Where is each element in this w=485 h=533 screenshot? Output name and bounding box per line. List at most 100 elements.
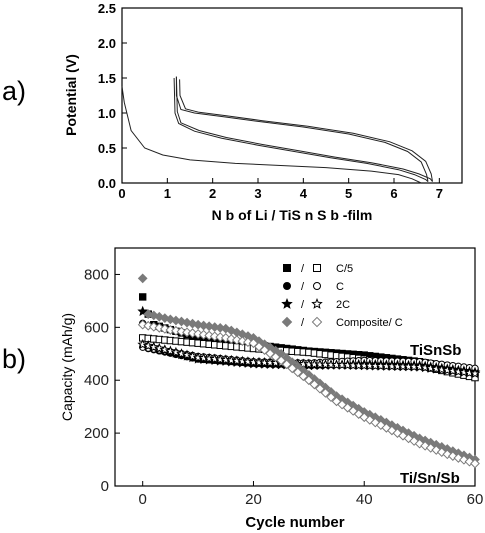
- data-point-star: [436, 363, 448, 375]
- y-tick-label-b: 400: [84, 372, 109, 389]
- x-tick-label-a: 2: [209, 186, 216, 201]
- legend-label: C/5: [336, 263, 353, 275]
- data-point-diamond: [248, 338, 259, 349]
- data-point-square: [283, 264, 291, 272]
- data-point-star: [142, 340, 154, 351]
- data-point-diamond: [320, 388, 331, 398]
- x-tick-label-b: 0: [139, 491, 147, 508]
- data-point-diamond: [442, 449, 453, 460]
- data-point-star: [414, 361, 425, 372]
- data-point-star: [170, 346, 182, 358]
- data-point-diamond: [154, 311, 165, 322]
- legend-separator: /: [301, 281, 305, 293]
- y-axis-label-b: Capacity (mAh/g): [59, 313, 75, 421]
- data-point-diamond: [226, 334, 237, 344]
- data-point-circle: [283, 282, 291, 290]
- data-point-diamond: [309, 379, 320, 390]
- data-point-diamond: [303, 375, 314, 386]
- data-point-star: [176, 348, 187, 359]
- chart-a: 0 1 2 3 4 5 6 7 0.0 0.5 1.0 1.5 2.0 2.5 N b of Li / T…: [63, 1, 463, 223]
- series-b: [137, 273, 481, 469]
- data-point-diamond: [143, 320, 154, 331]
- x-tick-label-a: 7: [436, 186, 443, 201]
- data-point-star: [137, 305, 149, 317]
- data-point-star: [281, 297, 293, 309]
- data-point-diamond: [292, 367, 303, 378]
- y-tick-label-a: 1.0: [98, 106, 116, 121]
- data-point-diamond: [281, 359, 292, 370]
- data-point-star: [425, 362, 437, 373]
- data-point-diamond: [387, 425, 397, 436]
- data-point-square: [313, 264, 321, 272]
- ticks-a: 0 1 2 3 4 5 6 7 0.0 0.5 1.0 1.5 2.0 2.5: [98, 1, 443, 201]
- data-point-diamond: [375, 420, 386, 431]
- data-point-diamond: [165, 314, 176, 325]
- voltage-curve: [173, 77, 429, 182]
- legend-separator: /: [301, 299, 305, 311]
- data-point-diamond: [298, 371, 309, 382]
- legend-label: Composite/ C: [336, 317, 403, 329]
- data-point-diamond: [176, 316, 187, 327]
- legend-b: / C/5 / C / 2C / Composite/ C: [281, 263, 403, 329]
- voltage-curve: [175, 76, 429, 182]
- y-tick-label-b: 0: [101, 478, 109, 495]
- data-point-star: [469, 367, 481, 379]
- data-point-diamond: [315, 383, 325, 394]
- data-point-diamond: [176, 326, 187, 337]
- data-point-diamond: [220, 323, 231, 334]
- data-point-diamond: [281, 316, 293, 328]
- x-tick-label-a: 5: [345, 186, 352, 201]
- data-point-star: [187, 350, 198, 361]
- data-point-star: [441, 364, 453, 375]
- data-point-diamond: [431, 445, 442, 455]
- y-axis-label-a: Potential (V): [63, 54, 79, 136]
- data-point-diamond: [193, 319, 203, 330]
- data-point-star: [137, 338, 149, 350]
- x-tick-label-a: 3: [254, 186, 261, 201]
- data-point-diamond: [392, 428, 403, 438]
- y-tick-label-a: 1.5: [98, 71, 116, 86]
- x-tick-label-a: 0: [118, 186, 125, 201]
- data-point-star: [148, 341, 160, 352]
- data-point-diamond: [287, 363, 298, 374]
- data-point-diamond: [254, 341, 264, 352]
- y-tick-label-a: 2.5: [98, 1, 116, 16]
- x-tick-label-b: 60: [467, 491, 484, 508]
- data-point-diamond: [311, 316, 323, 328]
- data-point-star: [458, 366, 470, 377]
- data-point-square: [138, 293, 147, 301]
- data-point-diamond: [215, 332, 226, 342]
- plot-frame-a: [121, 7, 463, 184]
- data-point-diamond: [447, 451, 458, 461]
- data-point-circle: [313, 282, 321, 290]
- data-point-star: [430, 363, 442, 374]
- data-point-diamond: [137, 273, 148, 284]
- data-point-star: [181, 349, 193, 360]
- data-point-star: [453, 365, 464, 377]
- data-point-diamond: [159, 313, 170, 323]
- data-point-diamond: [464, 456, 475, 467]
- x-tick-label-a: 6: [390, 186, 397, 201]
- voltage-curve: [175, 76, 433, 182]
- y-tick-label-b: 800: [84, 266, 109, 283]
- data-point-diamond: [348, 406, 359, 416]
- x-tick-label-a: 4: [300, 186, 308, 201]
- annotation-ti-sn-sb: Ti/Sn/Sb: [400, 470, 460, 487]
- x-tick-label-b: 40: [356, 491, 373, 508]
- data-point-diamond: [143, 309, 154, 319]
- x-axis-label-b: Cycle number: [245, 514, 344, 531]
- data-point-diamond: [381, 422, 392, 433]
- data-point-diamond: [204, 321, 215, 332]
- data-point-diamond: [398, 430, 408, 441]
- data-point-star: [153, 342, 165, 354]
- x-axis-label-a: N b of Li / TiS n S b -film: [212, 207, 373, 223]
- data-point-star: [311, 297, 323, 309]
- data-point-diamond: [204, 330, 215, 341]
- data-point-diamond: [165, 325, 176, 335]
- voltage-curve: [179, 79, 433, 182]
- x-tick-label-a: 1: [164, 186, 171, 201]
- data-point-diamond: [231, 335, 242, 345]
